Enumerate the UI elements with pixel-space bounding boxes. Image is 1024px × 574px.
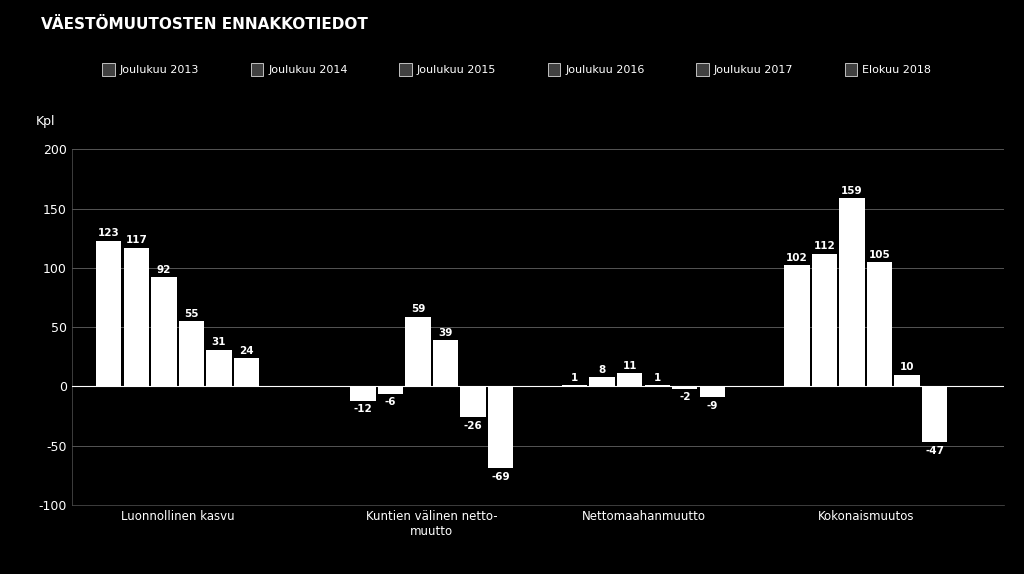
Text: -26: -26 [464,421,482,431]
Text: 102: 102 [786,253,808,263]
Text: 92: 92 [157,265,171,275]
Text: -12: -12 [353,404,373,414]
Bar [378,386,403,394]
Text: 1: 1 [571,373,579,383]
Text: Joulukuu 2015: Joulukuu 2015 [417,65,497,75]
Text: 159: 159 [842,185,863,196]
Bar [840,198,865,386]
Bar [206,350,231,386]
Text: 105: 105 [868,250,891,259]
Bar [562,385,588,386]
Text: Joulukuu 2013: Joulukuu 2013 [120,65,200,75]
Text: Joulukuu 2016: Joulukuu 2016 [565,65,645,75]
Bar [922,386,947,442]
Text: VÄESTÖMUUTOSTEN ENNAKKOTIEDOT: VÄESTÖMUUTOSTEN ENNAKKOTIEDOT [41,17,368,32]
Text: -69: -69 [492,472,510,482]
Bar [867,262,892,386]
Bar [784,266,810,386]
Text: Kpl: Kpl [36,115,55,128]
Bar [672,386,697,389]
Text: 39: 39 [438,328,453,338]
Text: 59: 59 [411,304,425,314]
Text: -9: -9 [707,401,718,411]
Bar [178,321,204,386]
Text: -6: -6 [385,397,396,407]
Bar [617,374,642,386]
Bar [644,385,670,386]
Text: Joulukuu 2014: Joulukuu 2014 [268,65,348,75]
Bar [96,241,122,386]
Text: -2: -2 [679,393,690,402]
Text: 11: 11 [623,361,637,371]
Text: 123: 123 [98,228,120,238]
Text: 8: 8 [599,364,606,375]
Text: 117: 117 [125,235,147,245]
Text: 10: 10 [900,362,914,373]
Text: Elokuu 2018: Elokuu 2018 [862,65,931,75]
Bar [487,386,513,468]
Bar [350,386,376,401]
Text: 31: 31 [212,338,226,347]
Bar [433,340,458,386]
Bar [590,377,614,386]
Text: 24: 24 [239,346,254,356]
Bar [894,375,920,386]
Bar [152,277,176,386]
Text: 1: 1 [653,373,660,383]
Text: 55: 55 [184,309,199,319]
Text: -47: -47 [926,446,944,456]
Text: 112: 112 [814,241,836,251]
Bar [406,316,431,386]
Bar [812,254,838,386]
Bar [461,386,485,417]
Bar [699,386,725,397]
Bar [233,358,259,386]
Bar [124,248,148,386]
Text: Joulukuu 2017: Joulukuu 2017 [714,65,794,75]
